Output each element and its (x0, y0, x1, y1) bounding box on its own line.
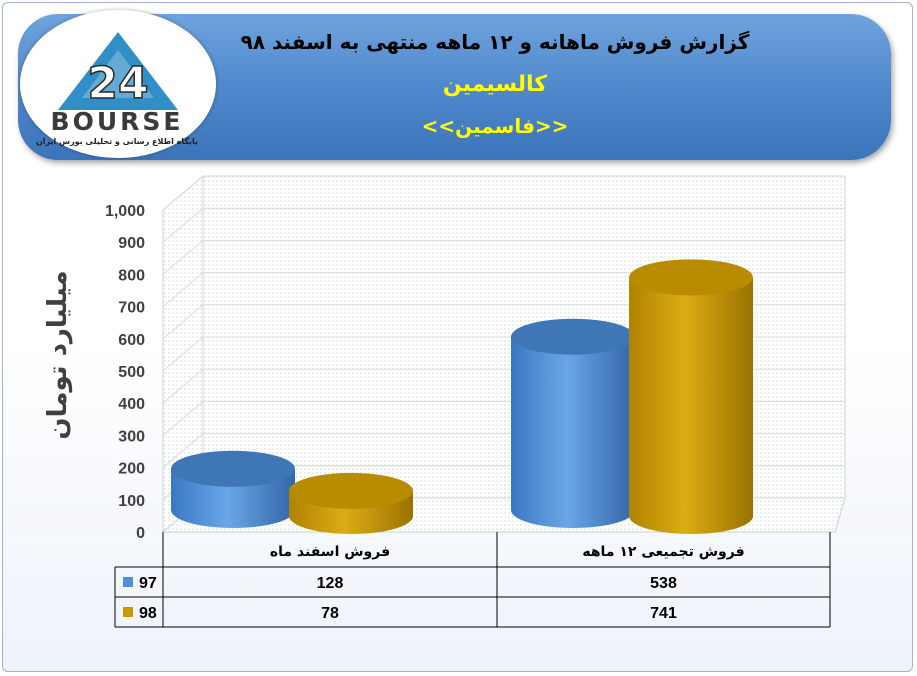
logo-tagline: پایگاه اطلاع رسانی و تحلیلی بورس ایران (35, 137, 199, 146)
table-cell: 741 (650, 605, 677, 622)
category-label: فروش تجمیعی ۱۲ ماهه (582, 544, 744, 560)
logo-wordmark: BOURSE (50, 107, 184, 136)
table-cell: 78 (321, 605, 339, 622)
y-tick-label: 900 (118, 235, 145, 252)
bar-top (629, 259, 753, 296)
bar-98-1 (629, 259, 753, 534)
legend-label: 97 (139, 575, 157, 592)
y-tick-label: 500 (118, 364, 145, 381)
legend-key (123, 577, 133, 587)
y-tick-label: 300 (118, 428, 145, 445)
bar-top (511, 318, 635, 355)
y-tick-label: 600 (118, 332, 145, 349)
logo-number: 24 (87, 58, 148, 109)
gridline-side (162, 272, 204, 307)
gridline-side (162, 304, 204, 340)
bar-body (629, 277, 753, 534)
y-tick-label: 400 (118, 396, 145, 413)
y-tick-label: 100 (118, 493, 145, 510)
legend-key (123, 607, 133, 617)
y-tick-label: 0 (136, 525, 145, 542)
ticker-symbol: <<فاسمین>> (421, 114, 569, 138)
y-tick-label: 700 (118, 300, 145, 317)
y-tick-label: 200 (118, 461, 145, 478)
legend-label: 98 (139, 605, 157, 622)
logo-triangle-icon: 24 (58, 32, 178, 110)
bar-98-0 (289, 472, 413, 534)
bar-top (289, 472, 413, 509)
bar-97-0 (171, 450, 295, 528)
table-cell: 128 (317, 575, 344, 592)
gridline-side (162, 207, 204, 243)
logo: 24 (20, 10, 216, 158)
y-tick-label: 800 (118, 267, 145, 284)
table-cell: 538 (650, 575, 677, 592)
bar-97-1 (511, 318, 635, 528)
bar-body (511, 336, 635, 528)
company-name: کالسیمین (442, 72, 548, 97)
y-tick-label: 1,000 (105, 203, 145, 220)
gridline-side (162, 240, 204, 275)
gridline-side (162, 368, 204, 404)
gridline-side (162, 401, 204, 436)
bar-top (171, 450, 295, 487)
gridline-side (162, 433, 204, 468)
gridline-side (162, 336, 204, 372)
gridline-side (162, 175, 204, 211)
category-label: فروش اسفند ماه (270, 544, 390, 560)
report-title: گزارش فروش ماهانه و ۱۲ ماهه منتهی به اسف… (240, 30, 750, 54)
